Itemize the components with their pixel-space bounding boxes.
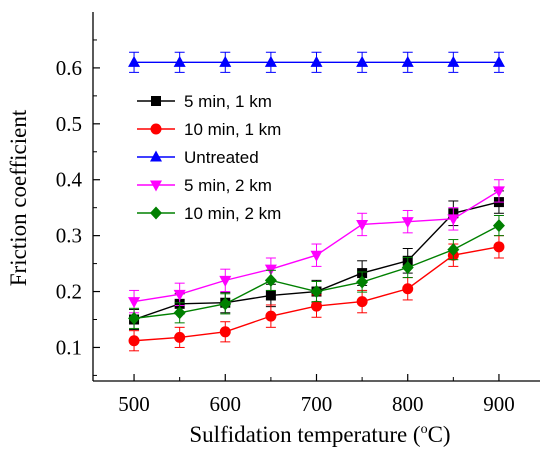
marker-triangle-down bbox=[356, 219, 369, 231]
legend-label: 10 min, 1 km bbox=[184, 120, 281, 139]
series-2 bbox=[128, 51, 505, 73]
marker-square bbox=[151, 96, 161, 106]
marker-circle bbox=[402, 283, 414, 295]
legend: 5 min, 1 km 10 min, 1 km Untreated 5 min, 2… bbox=[137, 92, 281, 223]
legend-item-2: Untreated bbox=[137, 148, 259, 167]
y-tick-label: 0.6 bbox=[56, 56, 82, 80]
legend-item-0: 5 min, 1 km bbox=[137, 92, 272, 111]
marker-diamond bbox=[492, 219, 505, 233]
x-tick-label: 700 bbox=[301, 392, 333, 416]
marker-circle bbox=[265, 310, 277, 322]
series-4 bbox=[128, 215, 505, 329]
x-axis-title-tail: C) bbox=[428, 422, 451, 447]
legend-item-4: 10 min, 2 km bbox=[137, 204, 281, 223]
legend-label: 5 min, 1 km bbox=[184, 92, 272, 111]
marker-circle bbox=[174, 331, 186, 343]
marker-triangle-up bbox=[401, 55, 414, 67]
marker-diamond bbox=[310, 285, 323, 299]
marker-circle bbox=[219, 326, 231, 338]
marker-circle bbox=[128, 335, 140, 347]
marker-diamond bbox=[150, 206, 162, 220]
marker-triangle-down bbox=[401, 217, 414, 229]
y-tick-label: 0.5 bbox=[56, 112, 82, 136]
marker-triangle-down bbox=[310, 250, 323, 262]
y-tick-label: 0.1 bbox=[56, 335, 82, 359]
y-tick-label: 0.4 bbox=[56, 168, 83, 192]
marker-triangle-up bbox=[173, 55, 186, 67]
marker-triangle-up bbox=[447, 55, 460, 67]
x-tick-label: 900 bbox=[483, 392, 515, 416]
legend-label: 10 min, 2 km bbox=[184, 204, 281, 223]
plot-axes: 0.1 0.2 0.3 0.4 0.5 0.6 500 600 700 800 900 bbox=[56, 12, 540, 416]
marker-diamond bbox=[264, 273, 277, 287]
marker-triangle-up bbox=[264, 55, 277, 67]
marker-diamond bbox=[356, 275, 369, 289]
marker-triangle-up bbox=[492, 55, 505, 67]
marker-triangle-down bbox=[219, 275, 232, 287]
marker-triangle-up bbox=[150, 150, 162, 162]
marker-diamond bbox=[173, 306, 186, 320]
marker-diamond bbox=[401, 261, 414, 275]
series-3 bbox=[128, 179, 505, 314]
marker-square bbox=[265, 290, 276, 301]
x-axis-title-sup: o bbox=[421, 422, 428, 437]
marker-triangle-up bbox=[310, 55, 323, 67]
marker-circle bbox=[311, 300, 322, 312]
marker-diamond bbox=[447, 243, 460, 257]
legend-item-3: 5 min, 2 km bbox=[137, 176, 272, 195]
marker-circle bbox=[493, 241, 505, 253]
marker-diamond bbox=[128, 311, 141, 325]
marker-triangle-down bbox=[173, 289, 186, 301]
y-axis-title: Friction coefficient bbox=[6, 109, 31, 286]
legend-label: Untreated bbox=[184, 148, 259, 167]
marker-diamond bbox=[219, 297, 232, 311]
y-tick-label: 0.2 bbox=[56, 280, 82, 304]
series-layer bbox=[128, 51, 505, 352]
x-axis-title-main: Sulfidation temperature ( bbox=[189, 422, 420, 447]
x-axis-title: Sulfidation temperature (oC) bbox=[189, 422, 450, 447]
y-tick-label: 0.3 bbox=[56, 224, 82, 248]
x-tick-label: 800 bbox=[392, 392, 424, 416]
x-tick-label: 500 bbox=[118, 392, 150, 416]
marker-circle bbox=[150, 123, 162, 135]
x-tick-label: 600 bbox=[210, 392, 242, 416]
marker-triangle-down bbox=[150, 180, 162, 192]
legend-label: 5 min, 2 km bbox=[184, 176, 272, 195]
marker-circle bbox=[356, 296, 368, 308]
marker-triangle-down bbox=[128, 297, 141, 309]
marker-triangle-up bbox=[128, 55, 141, 67]
marker-triangle-down bbox=[447, 214, 460, 226]
marker-triangle-up bbox=[356, 55, 369, 67]
marker-triangle-up bbox=[219, 55, 232, 67]
marker-triangle-down bbox=[492, 186, 505, 198]
legend-item-1: 10 min, 1 km bbox=[137, 120, 281, 139]
